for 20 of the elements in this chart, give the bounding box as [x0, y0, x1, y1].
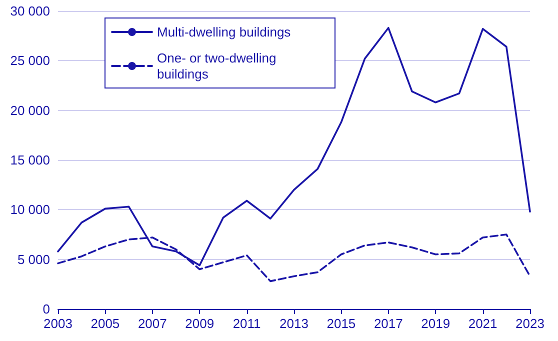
x-tick-label: 2015: [326, 316, 356, 331]
x-tick-label: 2021: [468, 316, 498, 331]
y-tick-label: 30 000: [10, 4, 50, 18]
x-tick-label: 2017: [374, 316, 403, 331]
x-tick-label: 2011: [232, 316, 261, 331]
x-tick-label: 2013: [280, 316, 308, 331]
x-tick-label: 2019: [421, 316, 450, 331]
legend-label: One- or two-dwelling buildings: [157, 50, 280, 82]
y-tick-label: 25 000: [10, 53, 50, 68]
x-tick-label: 2007: [138, 316, 167, 331]
x-tick-label: 2005: [90, 316, 120, 331]
y-tick-label: 15 000: [10, 152, 50, 168]
x-tick-label: 2009: [185, 316, 214, 331]
y-tick-label: 10 000: [10, 202, 50, 218]
x-tick-label: 2023: [516, 316, 544, 331]
y-tick-label: 20 000: [10, 102, 50, 118]
y-tick-label: 5 000: [17, 252, 50, 267]
x-tick-label: 2003: [44, 316, 72, 331]
y-tick-label: 0: [42, 302, 50, 316]
legend-label: Multi-dwelling buildings: [157, 24, 292, 40]
